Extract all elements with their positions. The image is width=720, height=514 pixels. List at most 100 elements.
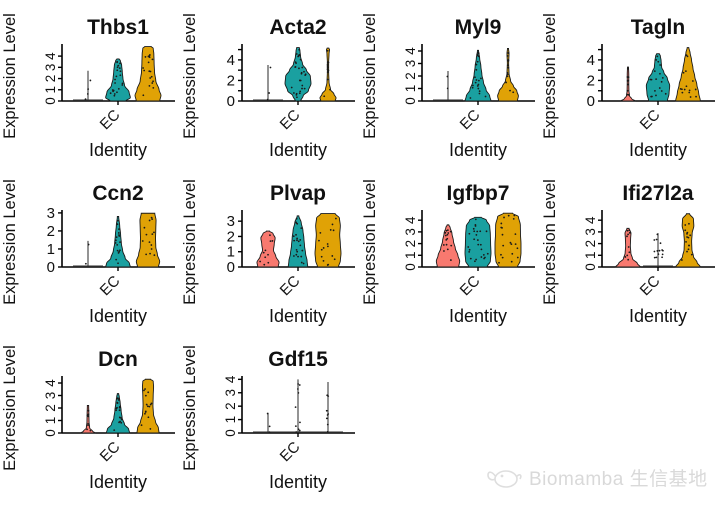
violin-plot-thbs1: Thbs1 Expression Level 0 1 2 3 4 EC Identity	[1, 13, 175, 160]
jitter-dot	[294, 66, 297, 68]
jitter-dot	[298, 429, 301, 432]
jitter-dot	[626, 229, 629, 232]
jitter-dot	[299, 90, 302, 93]
jitter-dot	[468, 232, 471, 235]
jitter-dot	[689, 96, 692, 98]
jitter-dot	[691, 80, 694, 82]
jitter-dot	[113, 93, 116, 95]
panel-ifi27l2a: Ifi27l2a Expression Level 0 1 2 3 4 EC Identity	[540, 166, 720, 332]
jitter-dot	[447, 232, 450, 234]
jitter-dot	[655, 238, 658, 241]
jitter-dot	[320, 248, 323, 251]
x-tick-label: EC	[637, 272, 664, 299]
jitter-dot	[628, 231, 631, 234]
jitter-dot	[468, 248, 471, 251]
jitter-dot	[298, 54, 301, 57]
jitter-dot	[119, 74, 122, 77]
jitter-dot	[116, 69, 119, 72]
jitter-dot	[301, 249, 304, 252]
jitter-dot	[116, 249, 119, 252]
jitter-dot	[121, 84, 124, 86]
y-axis-label: Expression Level	[181, 13, 199, 139]
jitter-dot	[655, 78, 658, 81]
jitter-dot	[516, 256, 519, 259]
panel-thbs1: Thbs1 Expression Level 0 1 2 3 4 EC Identity	[0, 0, 180, 166]
y-tick-label: 4	[587, 52, 595, 69]
panel-igfbp7: Igfbp7 Expression Level 0 1 2 3 4 EC Identity	[360, 166, 540, 332]
violin-plot-dcn: Dcn Expression Level 0 1 2 3 4 EC Identity	[1, 345, 175, 492]
jitter-dot	[297, 255, 299, 258]
jitter-dot	[511, 252, 514, 255]
jitter-dot	[688, 244, 690, 247]
jitter-dot	[87, 409, 90, 412]
jitter-dot	[516, 247, 519, 250]
jitter-dot	[442, 244, 445, 246]
jitter-dot	[296, 96, 298, 99]
panel-title: Igfbp7	[447, 182, 510, 205]
jitter-dot	[445, 243, 448, 246]
jitter-dot	[264, 249, 267, 252]
jitter-dot	[475, 79, 478, 81]
jitter-dot	[150, 402, 153, 405]
jitter-dot	[114, 78, 116, 81]
jitter-dot	[331, 223, 334, 226]
jitter-dot	[152, 86, 155, 89]
jitter-dot	[148, 241, 151, 244]
jitter-dot	[444, 231, 447, 234]
jitter-dot	[627, 258, 630, 261]
violin-plot-acta2: Acta2 Expression Level 0 2 4 EC Identity	[181, 13, 355, 160]
y-axis-label: Expression Level	[361, 13, 379, 139]
jitter-dot	[326, 65, 329, 67]
jitter-dot	[653, 250, 656, 253]
jitter-dot	[661, 256, 664, 259]
jitter-dot	[297, 428, 300, 431]
jitter-dot	[86, 93, 89, 95]
jitter-dot	[118, 416, 121, 419]
jitter-dot	[689, 234, 692, 237]
jitter-dot	[153, 254, 156, 257]
jitter-dot	[151, 58, 154, 61]
jitter-dot	[685, 241, 687, 243]
y-tick-label: 0	[227, 259, 235, 276]
jitter-dot	[267, 261, 270, 264]
panel-gdf15: Gdf15 Expression Level 0 1 2 3 4 EC Identity	[180, 332, 360, 498]
y-tick-label: 4	[403, 47, 418, 55]
x-axis-label: Identity	[269, 472, 327, 492]
jitter-dot	[109, 92, 112, 95]
jitter-dot	[299, 58, 302, 61]
jitter-dot	[473, 230, 476, 233]
jitter-dot	[326, 66, 329, 69]
jitter-dot	[89, 79, 92, 82]
jitter-dot	[628, 251, 631, 254]
jitter-dot	[117, 219, 119, 222]
jitter-dot	[87, 88, 90, 90]
jitter-dot	[326, 243, 329, 245]
y-tick-label: 4	[583, 216, 598, 224]
y-tick-label: 2	[587, 72, 595, 89]
jitter-dot	[292, 255, 295, 257]
jitter-dot	[320, 255, 323, 258]
jitter-dot	[327, 245, 329, 248]
jitter-dot	[115, 236, 118, 239]
violin-shape-group1	[615, 227, 641, 268]
panel-title: Tagln	[631, 16, 685, 39]
jitter-dot	[119, 62, 121, 65]
jitter-dot	[114, 242, 117, 244]
jitter-dot	[334, 217, 337, 220]
x-tick-label: EC	[457, 272, 484, 299]
jitter-dot	[115, 258, 118, 261]
jitter-dot	[87, 243, 90, 246]
jitter-dot	[484, 95, 487, 98]
jitter-dot	[296, 239, 298, 242]
jitter-dot	[262, 251, 265, 254]
jitter-dot	[682, 71, 685, 74]
jitter-dot	[655, 59, 658, 61]
y-tick-label: 2	[43, 75, 58, 83]
jitter-dot	[117, 262, 119, 265]
jitter-dot	[117, 232, 120, 234]
jitter-dot	[144, 394, 147, 397]
jitter-dot	[296, 250, 299, 253]
jitter-dot	[143, 389, 145, 392]
jitter-dot	[295, 248, 298, 251]
y-tick-label: 2	[403, 240, 418, 248]
